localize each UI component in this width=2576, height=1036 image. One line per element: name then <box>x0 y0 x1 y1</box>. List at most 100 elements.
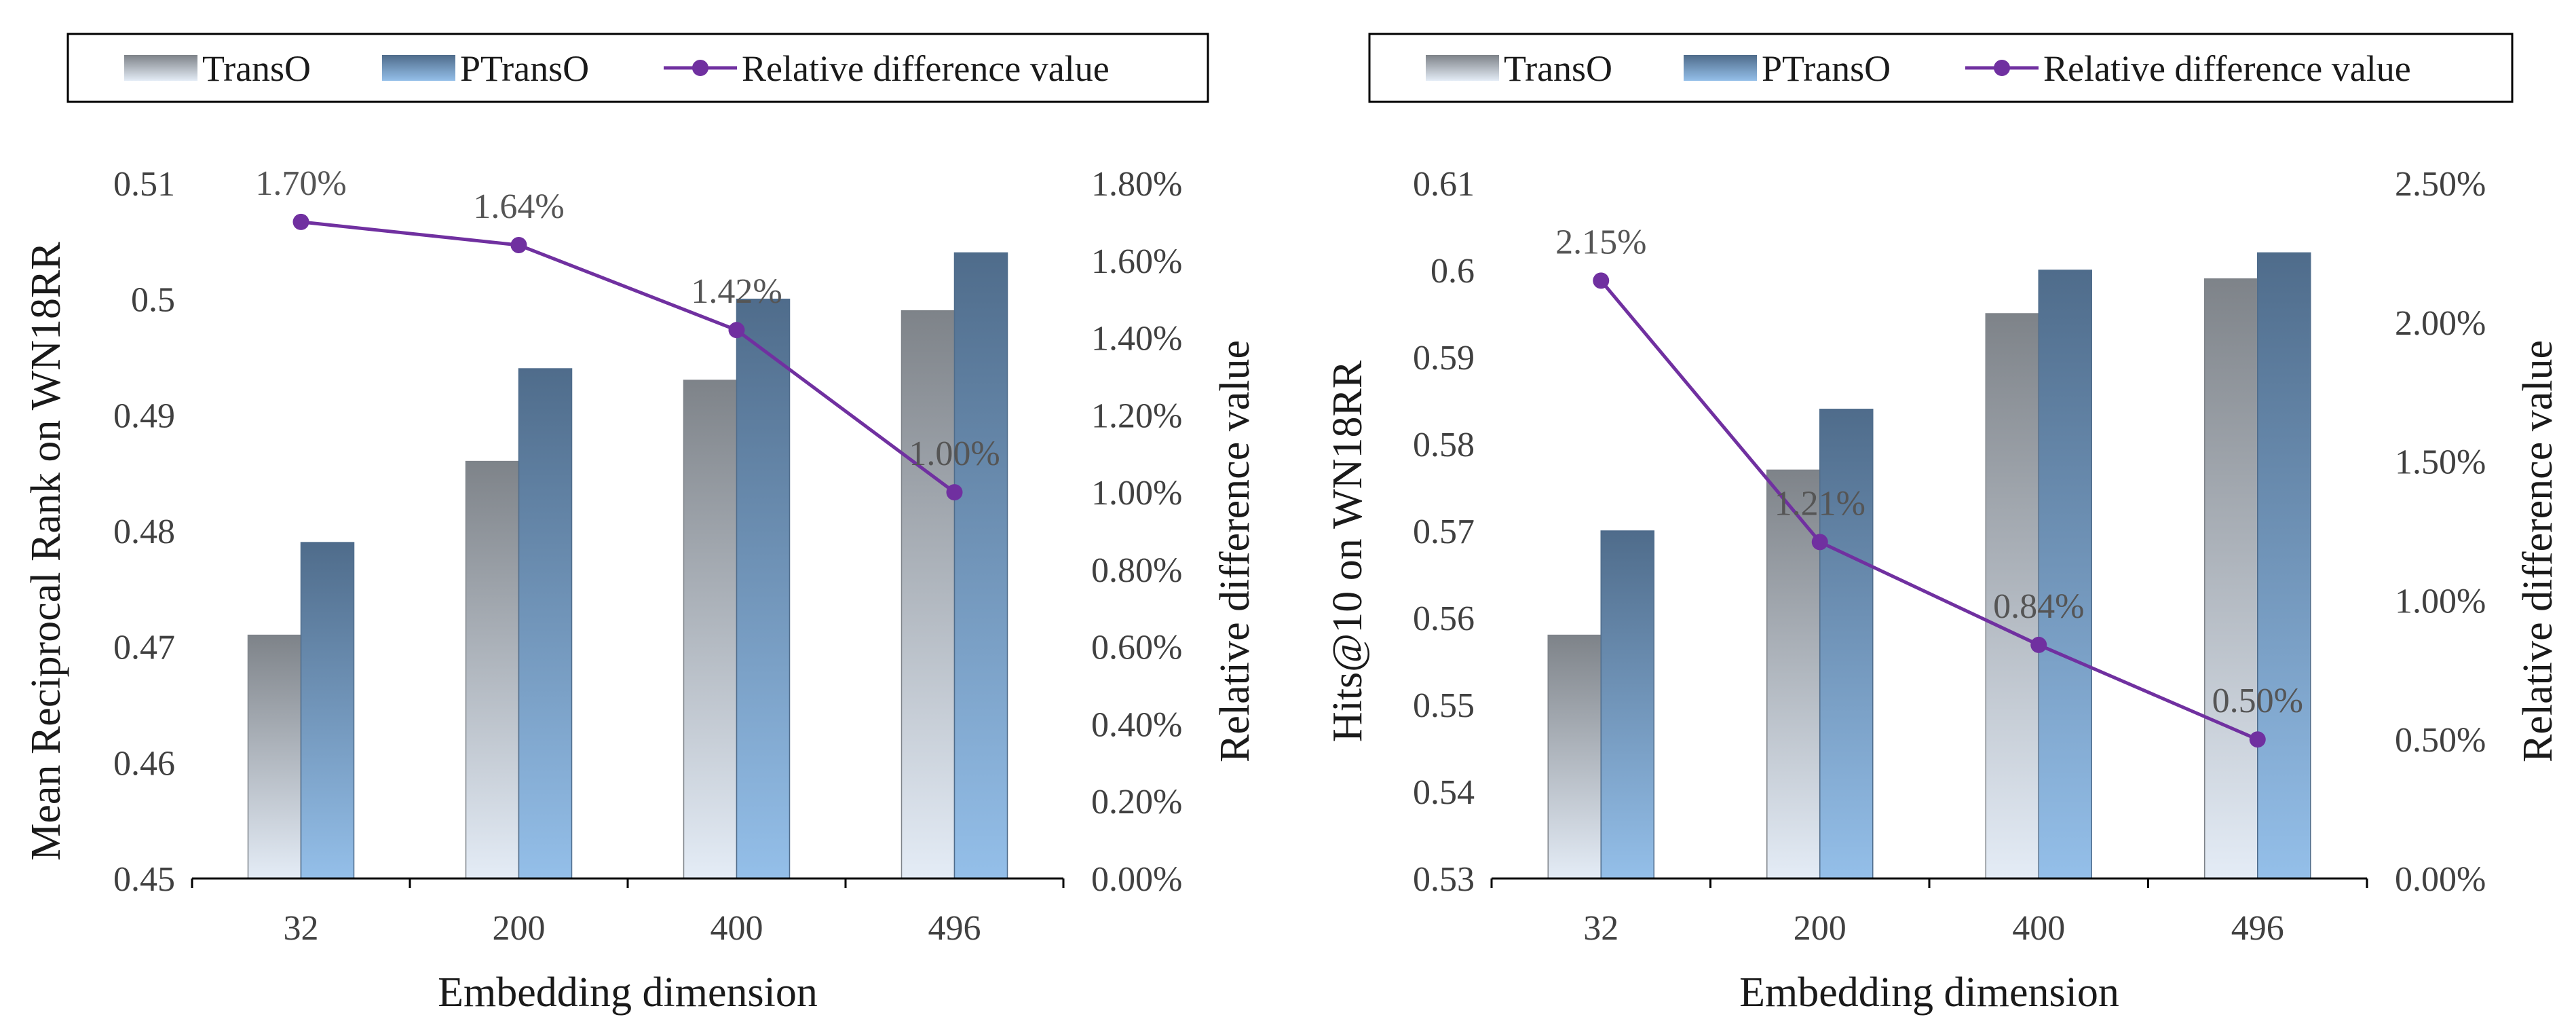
x-tick-label: 496 <box>2231 909 2284 948</box>
y-tick-label: 0.6 <box>1431 252 1475 291</box>
bar-ptranso <box>518 368 573 879</box>
legend-label-transo: TransO <box>202 48 311 89</box>
legend-label-ptranso: PTransO <box>1762 48 1891 89</box>
relative-difference-point <box>946 484 963 501</box>
legend-swatch-ptranso <box>382 55 455 81</box>
y2-tick-label: 0.80% <box>1091 551 1182 590</box>
bar-ptranso <box>953 252 1008 879</box>
x-tick-label: 400 <box>711 909 763 948</box>
relative-difference-label: 1.70% <box>255 164 346 203</box>
y2-tick-label: 1.00% <box>2395 582 2486 621</box>
y2-axis-ticks: 0.00% 0.50% 1.00% 1.50% 2.00% 2.50% <box>2395 165 2486 899</box>
y2-axis-title: Relative difference value <box>1212 340 1258 762</box>
y-tick-label: 0.5 <box>131 281 175 320</box>
relative-difference-point <box>2249 731 2266 748</box>
y-tick-label: 0.49 <box>113 396 175 435</box>
bar-transo <box>1766 469 1821 879</box>
bar-ptranso <box>1600 530 1654 879</box>
y-tick-label: 0.48 <box>113 513 175 551</box>
relative-difference-point <box>292 213 309 230</box>
y-tick-label: 0.59 <box>1413 339 1475 377</box>
relative-difference-point <box>1593 272 1610 289</box>
legend-box <box>1368 33 2514 103</box>
x-axis-title: Embedding dimension <box>438 969 818 1016</box>
y-tick-label: 0.46 <box>113 744 175 783</box>
bar-series <box>247 252 1008 879</box>
relative-difference-line <box>1599 279 2258 741</box>
y-axis-ticks: 0.53 0.54 0.55 0.56 0.57 0.58 0.59 0.6 0.61 <box>1413 165 1475 899</box>
x-tick-label: 200 <box>1794 909 1846 948</box>
bar-transo <box>901 310 955 879</box>
y2-axis-title: Relative difference value <box>2515 340 2561 762</box>
y-axis-title: Mean Reciprocal Rank on WN18RR <box>23 242 69 861</box>
y-tick-label: 0.53 <box>1413 860 1475 899</box>
x-axis-ticks: 32 200 400 496 <box>1490 878 2368 948</box>
relative-difference-label: 1.64% <box>473 187 564 226</box>
relative-difference-point <box>510 237 527 254</box>
y2-tick-label: 1.50% <box>2395 443 2486 482</box>
y-tick-label: 0.51 <box>113 165 175 204</box>
y-tick-label: 0.56 <box>1413 599 1475 638</box>
x-tick-label: 200 <box>493 909 546 948</box>
legend-swatch-ptranso <box>1684 55 1757 81</box>
relative-difference-point <box>1811 534 1828 551</box>
y2-tick-label: 1.80% <box>1091 165 1182 204</box>
y2-axis-ticks: 0.00% 0.20% 0.40% 0.60% 0.80% 1.00% 1.20% 1.40%… <box>1091 165 1182 899</box>
x-axis-title: Embedding dimension <box>1739 969 2119 1016</box>
y2-tick-label: 0.60% <box>1091 629 1182 667</box>
y2-tick-label: 0.40% <box>1091 705 1182 744</box>
legend-box <box>67 33 1209 103</box>
y2-tick-label: 1.60% <box>1091 242 1182 281</box>
y2-tick-label: 2.50% <box>2395 165 2486 204</box>
relative-difference-label: 0.50% <box>2212 682 2303 720</box>
y-axis-title: Hits@10 on WN18RR <box>1325 360 1371 742</box>
bar-ptranso <box>736 298 791 879</box>
relative-difference-series: 2.15% 1.21% 0.84% 0.50% <box>1555 223 2303 748</box>
relative-difference-label: 1.21% <box>1775 484 1865 523</box>
legend-line-marker <box>692 60 708 76</box>
bar-series <box>1547 252 2311 879</box>
bar-transo <box>1547 634 1602 879</box>
x-tick-label: 32 <box>284 909 319 948</box>
y-tick-label: 0.57 <box>1413 513 1475 551</box>
bar-transo <box>2204 278 2258 879</box>
y2-tick-label: 0.20% <box>1091 783 1182 821</box>
relative-difference-label: 0.84% <box>1993 587 2084 626</box>
legend-swatch-transo <box>124 55 197 81</box>
y-axis-ticks: 0.45 0.46 0.47 0.48 0.49 0.5 0.51 <box>113 165 175 899</box>
legend-swatch-transo <box>1426 55 1499 81</box>
y-tick-label: 0.58 <box>1413 426 1475 464</box>
y2-tick-label: 1.00% <box>1091 474 1182 513</box>
relative-difference-label: 1.00% <box>909 434 1000 473</box>
bar-transo <box>247 634 302 879</box>
relative-difference-line <box>301 220 955 494</box>
y2-tick-label: 0.00% <box>1091 860 1182 899</box>
y-tick-label: 0.61 <box>1413 165 1475 204</box>
bar-ptranso <box>2257 252 2311 879</box>
x-tick-label: 32 <box>1583 909 1618 948</box>
bar-transo <box>465 460 520 879</box>
x-axis-ticks: 32 200 400 496 <box>191 878 1065 948</box>
relative-difference-point <box>2030 636 2047 653</box>
mrr-chart: TransO PTransO Relative difference value… <box>23 33 1258 1016</box>
y2-tick-label: 0.50% <box>2395 721 2486 760</box>
y2-tick-label: 1.40% <box>1091 320 1182 358</box>
y2-tick-label: 0.00% <box>2395 860 2486 899</box>
bar-ptranso <box>2038 270 2092 879</box>
y-tick-label: 0.45 <box>113 860 175 899</box>
bar-ptranso <box>1819 409 1874 879</box>
relative-difference-point <box>728 322 745 339</box>
relative-difference-series: 1.70% 1.64% 1.42% 1.00% <box>255 164 1000 501</box>
bar-ptranso <box>300 542 355 879</box>
y-tick-label: 0.55 <box>1413 686 1475 725</box>
legend-label-relative-difference: Relative difference value <box>742 48 1110 89</box>
relative-difference-label: 1.42% <box>691 272 782 311</box>
y-tick-label: 0.54 <box>1413 773 1475 812</box>
legend-label-ptranso: PTransO <box>460 48 589 89</box>
y2-tick-label: 1.20% <box>1091 396 1182 435</box>
legend-label-relative-difference: Relative difference value <box>2043 48 2411 89</box>
legend-label-transo: TransO <box>1504 48 1612 89</box>
relative-difference-label: 2.15% <box>1555 223 1646 261</box>
bar-transo <box>683 380 738 879</box>
